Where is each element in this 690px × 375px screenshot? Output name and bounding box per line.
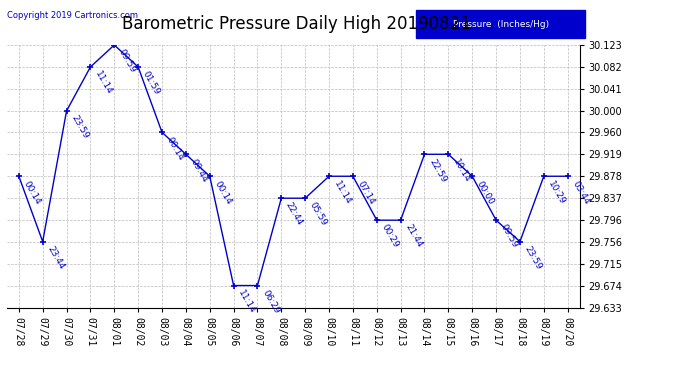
Text: 23:59: 23:59 bbox=[69, 114, 90, 141]
Text: 06:29: 06:29 bbox=[260, 288, 281, 315]
Text: 11:14: 11:14 bbox=[332, 179, 353, 206]
Text: Barometric Pressure Daily High 20190821: Barometric Pressure Daily High 20190821 bbox=[122, 15, 471, 33]
Text: 22:44: 22:44 bbox=[284, 201, 304, 228]
FancyBboxPatch shape bbox=[416, 10, 585, 39]
Text: 01:59: 01:59 bbox=[141, 70, 161, 97]
Text: 21:44: 21:44 bbox=[404, 223, 424, 249]
Text: 11:14: 11:14 bbox=[93, 70, 114, 96]
Text: 09:44: 09:44 bbox=[188, 157, 209, 184]
Text: 07:14: 07:14 bbox=[355, 179, 376, 206]
Text: 00:14: 00:14 bbox=[213, 179, 233, 206]
Text: 10:29: 10:29 bbox=[546, 179, 567, 206]
Text: 09:59: 09:59 bbox=[117, 48, 138, 75]
Text: 03:44: 03:44 bbox=[571, 179, 591, 206]
Text: Copyright 2019 Cartronics.com: Copyright 2019 Cartronics.com bbox=[7, 11, 138, 20]
Text: 10:14: 10:14 bbox=[451, 157, 472, 184]
Text: Pressure  (Inches/Hg): Pressure (Inches/Hg) bbox=[453, 20, 549, 28]
Text: 00:00: 00:00 bbox=[475, 179, 495, 206]
Text: 11:14: 11:14 bbox=[237, 288, 257, 315]
Text: 00:14: 00:14 bbox=[165, 135, 186, 162]
Text: 09:59: 09:59 bbox=[499, 223, 520, 250]
Text: 05:59: 05:59 bbox=[308, 201, 328, 228]
Text: 23:59: 23:59 bbox=[523, 244, 544, 271]
Text: 00:29: 00:29 bbox=[380, 223, 400, 250]
Text: 23:44: 23:44 bbox=[46, 244, 66, 271]
Text: 22:59: 22:59 bbox=[427, 157, 448, 184]
Text: 00:14: 00:14 bbox=[21, 179, 42, 206]
